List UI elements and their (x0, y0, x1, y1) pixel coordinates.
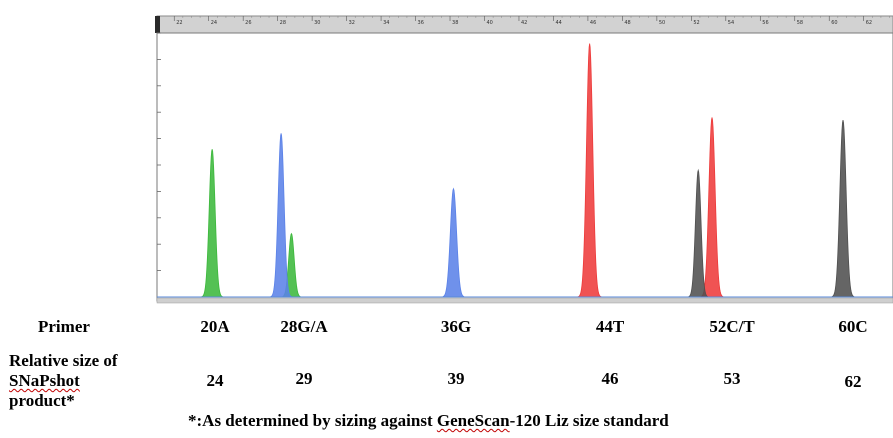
ruler-tick-label: 40 (486, 20, 492, 26)
footnote-suffix: -120 Liz size standard (509, 411, 669, 430)
footnote-prefix: *:As determined by sizing against (188, 411, 437, 430)
horizontal-scrollbar[interactable] (156, 297, 893, 304)
ruler-tick-label: 62 (866, 20, 872, 26)
primer-cell: 20A (200, 317, 230, 336)
ruler-tick-label: 56 (762, 20, 768, 26)
ruler-tick-label: 50 (659, 20, 665, 26)
ruler-tick-label: 22 (176, 20, 182, 26)
y-axis-ticks (157, 32, 161, 272)
primer-cell: 28G/A (280, 317, 328, 336)
ruler-tick-label: 38 (452, 20, 458, 26)
ruler-tick-label: 28 (280, 20, 286, 26)
ruler-ticks: 22 24 26 28 30 32 34 36 38 40 42 44 46 48 50 52 54 56 58 60… (173, 16, 890, 26)
ruler-tick-label: 34 (383, 20, 389, 26)
size-cell: 53 (723, 369, 741, 388)
size-cell: 29 (295, 369, 313, 388)
ruler-tick-label: 44 (555, 20, 561, 26)
ruler-tick-label: 42 (521, 20, 527, 26)
primer-cell: 44T (595, 317, 625, 336)
ruler-tick-label: 48 (624, 20, 630, 26)
footnote: *:As determined by sizing against GeneSc… (188, 411, 669, 431)
ruler-tick-label: 58 (797, 20, 803, 26)
size-cell: 24 (206, 371, 224, 390)
size-row-label-line2: SNaPshot (9, 371, 80, 390)
primer-cell: 60C (838, 317, 868, 336)
ruler-tick-label: 36 (418, 20, 424, 26)
primer-cell: 52C/T (709, 317, 755, 336)
ruler-tick-label: 46 (590, 20, 596, 26)
size-row-label-line3: product* (9, 391, 75, 410)
ruler-tick-label: 52 (693, 20, 699, 26)
size-cell: 46 (601, 369, 619, 388)
ruler-tick-label: 32 (349, 20, 355, 26)
size-row-label-line1: Relative size of (9, 351, 118, 370)
peak (574, 43, 606, 298)
ruler-tick-label: 30 (314, 20, 320, 26)
size-cell: 39 (447, 369, 465, 388)
plot-area (156, 32, 893, 302)
ruler-tick-label: 60 (831, 20, 837, 26)
size-cell: 62 (844, 372, 862, 391)
ruler-tick-label: 26 (245, 20, 251, 26)
ruler-left-cap (155, 16, 160, 33)
primer-cell: 36G (440, 317, 472, 336)
ruler-tick-label: 54 (728, 20, 734, 26)
primer-row-label: Primer (38, 317, 90, 336)
ruler-tick-label: 24 (211, 20, 217, 26)
footnote-genescan: GeneScan (436, 411, 510, 430)
